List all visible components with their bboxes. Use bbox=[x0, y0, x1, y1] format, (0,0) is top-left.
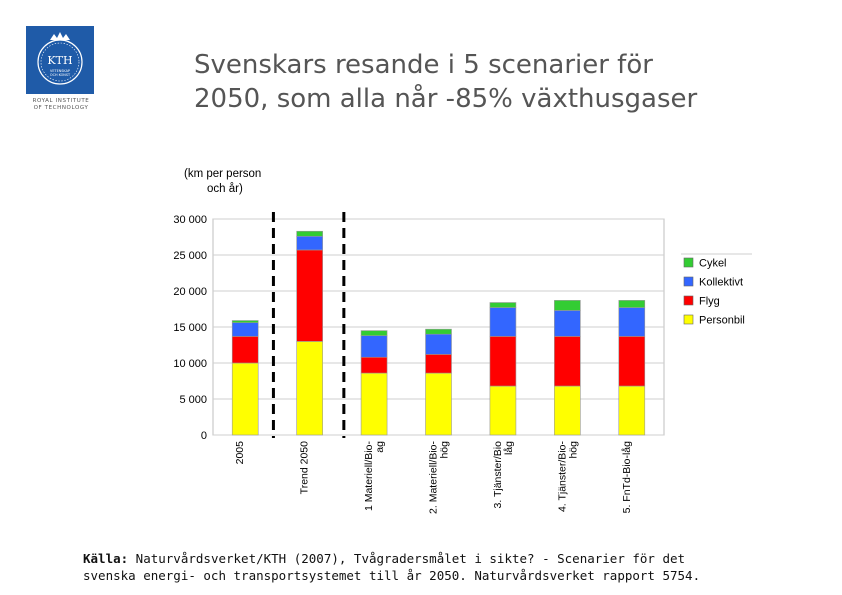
bar-segment-cykel bbox=[618, 300, 646, 308]
chart-unit-label-line-2: och år) bbox=[207, 183, 243, 195]
legend-label-cykel: Cykel bbox=[699, 258, 727, 270]
kth-logo: KTH VETENSKAP OCH KONST bbox=[26, 26, 94, 94]
bar-segment-personbil bbox=[425, 372, 452, 436]
source-line-2: svenska energi- och transportsystemet ti… bbox=[83, 568, 701, 583]
source-line-1: Källa: Naturvårdsverket/KTH (2007), Tvåg… bbox=[83, 550, 783, 567]
bar-segment-cykel bbox=[554, 300, 581, 311]
bar-segment-flyg bbox=[425, 354, 452, 374]
bar-segment-personbil bbox=[618, 385, 646, 436]
slide-title-line-2: 2050, som alla når -85% växthusgaser bbox=[194, 84, 698, 114]
logo-caption-2: OCH KONST bbox=[50, 73, 71, 77]
bar-segment-flyg bbox=[360, 356, 388, 374]
bar-segment-personbil bbox=[360, 372, 388, 436]
bar-segment-flyg bbox=[554, 336, 581, 387]
kth-monogram: KTH bbox=[47, 54, 72, 67]
source-label: Källa: bbox=[83, 551, 129, 566]
bar-segment-flyg bbox=[231, 336, 259, 364]
bar-segment-kollektivt bbox=[360, 335, 388, 358]
bar-segment-kollektivt bbox=[231, 322, 259, 337]
legend-label-flyg: Flyg bbox=[699, 296, 720, 308]
institute-line-1: ROYAL INSTITUTE bbox=[32, 98, 90, 104]
x-category-label: låg bbox=[503, 441, 515, 455]
bar-segment-personbil bbox=[554, 385, 581, 436]
x-category-label: 3. Tjänster/Bio bbox=[492, 441, 504, 509]
x-category-label: Trend 2050 bbox=[299, 441, 311, 494]
y-tick-label: 20 000 bbox=[173, 286, 207, 298]
y-tick-label: 15 000 bbox=[173, 322, 207, 334]
source-citation: Källa: Naturvårdsverket/KTH (2007), Tvåg… bbox=[83, 550, 783, 584]
legend-label-kollektivt: Kollektivt bbox=[699, 277, 743, 289]
bar-segment-cykel bbox=[231, 320, 259, 323]
legend-label-personbil: Personbil bbox=[699, 315, 745, 327]
bar-segment-cykel bbox=[489, 302, 517, 308]
slide-title-line-1: Svenskars resande i 5 scenarier för bbox=[194, 50, 653, 80]
logo-caption-1: VETENSKAP bbox=[50, 69, 70, 73]
kth-crest-icon: KTH VETENSKAP OCH KONST bbox=[37, 32, 83, 85]
bar-segment-cykel bbox=[425, 328, 452, 335]
bar-segment-personbil bbox=[489, 385, 517, 436]
y-tick-label: 5 000 bbox=[179, 394, 207, 406]
bar-segment-flyg bbox=[296, 249, 323, 342]
legend-swatch-personbil bbox=[683, 314, 694, 325]
x-category-label: hög bbox=[439, 441, 451, 459]
legend-swatch-cykel bbox=[683, 257, 694, 268]
x-category-label: 1 Materiell/Bio- bbox=[363, 441, 375, 512]
chart-unit-label-line-1: (km per person bbox=[184, 168, 261, 180]
y-tick-label: 30 000 bbox=[173, 214, 207, 226]
bar-segment-flyg bbox=[489, 336, 517, 387]
x-category-label: 4. Tjänster/Bio- bbox=[556, 441, 568, 513]
x-category-label: hög bbox=[567, 441, 579, 459]
bar-segment-personbil bbox=[296, 341, 323, 436]
source-text-1: Naturvårdsverket/KTH (2007), Tvågradersm… bbox=[128, 551, 686, 566]
legend-swatch-kollektivt bbox=[683, 276, 694, 287]
institute-line-2: OF TECHNOLOGY bbox=[33, 105, 89, 111]
x-category-label: 5. FnTd-Bio-låg bbox=[621, 441, 633, 514]
x-category-label: 2. Materiell/Bio- bbox=[428, 441, 440, 514]
y-tick-label: 0 bbox=[201, 430, 207, 442]
y-tick-label: 25 000 bbox=[173, 250, 207, 262]
bar-segment-cykel bbox=[360, 330, 388, 336]
bar-segment-kollektivt bbox=[554, 310, 581, 337]
x-category-label: 2005 bbox=[234, 441, 246, 465]
plot-area: 0 5 000 10 000 15 000 20 000 25 000 30 000 2005… bbox=[173, 212, 752, 514]
institute-name: ROYAL INSTITUTE OF TECHNOLOGY bbox=[24, 98, 98, 112]
bar-segment-personbil bbox=[231, 362, 259, 436]
bar-segment-flyg bbox=[618, 336, 646, 387]
legend-swatch-flyg bbox=[683, 295, 694, 306]
bar-segment-kollektivt bbox=[296, 235, 323, 251]
slide-title: Svenskars resande i 5 scenarier för 2050… bbox=[194, 48, 814, 116]
bar-segment-kollektivt bbox=[618, 307, 646, 337]
y-tick-label: 10 000 bbox=[173, 358, 207, 370]
x-category-label: ag bbox=[374, 441, 386, 453]
bar-segment-kollektivt bbox=[425, 333, 452, 355]
bar-segment-kollektivt bbox=[489, 307, 517, 337]
bar-segment-cykel bbox=[296, 230, 323, 237]
